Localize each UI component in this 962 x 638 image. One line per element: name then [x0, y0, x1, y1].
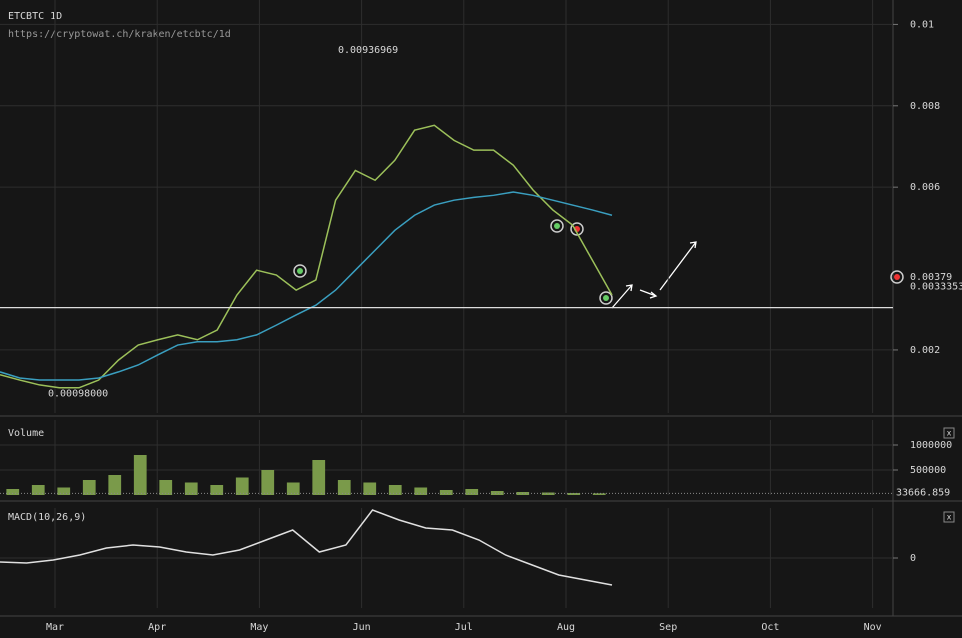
volume-bar — [388, 485, 402, 495]
volume-bar — [261, 470, 275, 495]
y-tick-label: 0.008 — [910, 101, 940, 112]
y-tick-label: 0.006 — [910, 182, 940, 193]
volume-bar — [286, 482, 300, 495]
volume-bar — [592, 493, 606, 495]
close-button[interactable] — [943, 427, 955, 439]
close-button-label[interactable]: x — [947, 513, 952, 522]
chart-subtitle: https://cryptowat.ch/kraken/etcbtc/1d — [8, 29, 231, 40]
x-tick-label: Oct — [761, 622, 779, 633]
x-tick-label: Sep — [659, 622, 677, 633]
volume-bar — [439, 490, 453, 495]
volume-bar — [567, 493, 581, 495]
volume-bar — [465, 489, 479, 495]
volume-bar — [108, 475, 122, 495]
x-tick-label: Jun — [353, 622, 371, 633]
y-tick-label: 1000000 — [910, 440, 952, 451]
panel-title: MACD(10,26,9) — [8, 512, 86, 523]
y-tick-label: 0.01 — [910, 19, 934, 30]
volume-bar — [490, 491, 504, 495]
close-button[interactable] — [943, 511, 955, 523]
series-line — [0, 509, 613, 586]
y-tick-label: 500000 — [910, 465, 946, 476]
last-value-label: 33666.859 — [896, 487, 950, 498]
arrows — [611, 241, 697, 309]
volume-bar — [31, 485, 45, 495]
panel-title: Volume — [8, 428, 44, 439]
x-tick-label: May — [250, 622, 268, 633]
volume-bar — [363, 482, 377, 495]
annotation: 0.00936969 — [338, 45, 398, 56]
x-tick-label: Nov — [864, 622, 882, 633]
volume-bar — [337, 480, 351, 495]
volume-bar — [541, 492, 555, 495]
series-line — [0, 191, 613, 381]
y-tick-label: 0 — [910, 553, 916, 564]
chart-title: ETCBTC 1D — [8, 11, 62, 22]
volume-bar — [184, 482, 198, 495]
volume-bar — [235, 477, 249, 495]
volume-bar — [6, 489, 20, 495]
signal-markers — [293, 219, 904, 305]
x-tick-label: Aug — [557, 622, 575, 633]
x-tick-label: Apr — [148, 622, 166, 633]
volume-bar — [57, 487, 71, 495]
volume-bar — [159, 480, 173, 495]
volume-bar — [210, 485, 224, 495]
close-button-label[interactable]: x — [947, 429, 952, 438]
annotation: 0.00098000 — [48, 388, 108, 399]
price-label: 0.00379 — [910, 272, 952, 283]
x-tick-label: Jul — [455, 622, 473, 633]
volume-bar — [82, 480, 96, 495]
y-tick-label: 0.002 — [910, 345, 940, 356]
price-label: 0.0033353 — [910, 282, 962, 293]
x-tick-label: Mar — [46, 622, 64, 633]
volume-bar — [414, 487, 428, 495]
volume-bar — [312, 460, 326, 495]
volume-bar — [133, 455, 147, 495]
